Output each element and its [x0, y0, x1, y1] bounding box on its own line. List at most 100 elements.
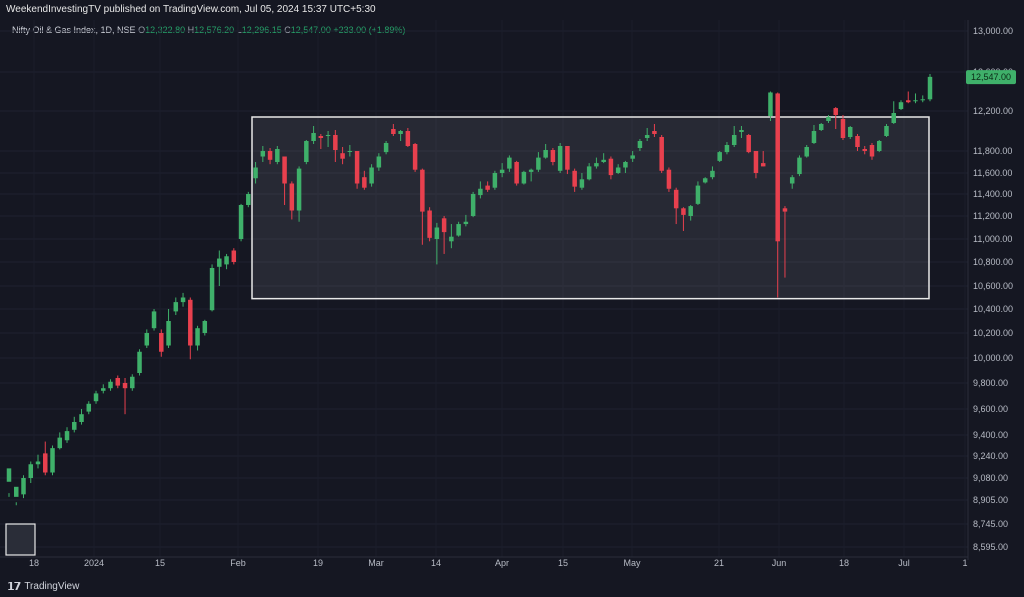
chart-extras: 12,547.00	[5, 70, 1016, 556]
x-tick-label: 2024	[84, 558, 104, 568]
candle-body	[282, 156, 287, 184]
candle	[195, 325, 200, 351]
tradingview-logo-icon: 𝟭𝟳	[7, 581, 21, 593]
candle	[753, 151, 759, 179]
candle	[260, 146, 266, 162]
candle-body	[514, 162, 519, 184]
candle-body	[28, 464, 34, 478]
candle-body	[86, 403, 92, 412]
candle-body	[797, 157, 802, 175]
candle	[666, 167, 672, 192]
candle-body	[724, 145, 730, 153]
candle	[797, 155, 802, 177]
y-tick-label: 10,400.00	[973, 304, 1013, 314]
candle	[514, 160, 519, 186]
candle	[782, 206, 788, 278]
candle	[72, 416, 77, 433]
candle	[57, 432, 63, 450]
candle	[398, 130, 403, 141]
y-tick-label: 9,600.00	[973, 404, 1008, 414]
candle	[579, 173, 585, 190]
candle-body	[789, 177, 795, 184]
candle-body	[398, 131, 403, 134]
candle	[637, 139, 643, 151]
candle	[209, 264, 215, 312]
candle	[101, 384, 106, 394]
candle-body	[594, 163, 599, 167]
candle-body	[340, 153, 345, 159]
candle-body	[804, 147, 809, 157]
candle-body	[746, 135, 751, 153]
candle	[695, 181, 701, 205]
candle-body	[753, 151, 759, 173]
candle-body	[434, 227, 440, 239]
candle-body	[550, 150, 556, 162]
candle-body	[543, 150, 548, 158]
y-tick-label: 9,800.00	[973, 378, 1008, 388]
x-tick-label: 15	[155, 558, 165, 568]
candle	[275, 146, 280, 165]
candle-body	[688, 206, 693, 216]
candle	[470, 191, 476, 218]
candle-body	[579, 179, 585, 188]
candle	[891, 101, 896, 124]
candle	[376, 153, 382, 171]
candle	[14, 486, 19, 506]
candle	[188, 297, 193, 360]
candle	[485, 181, 490, 192]
x-tick-label: 18	[29, 558, 39, 568]
candle	[507, 155, 512, 172]
candle-body	[920, 99, 925, 101]
low-value: 12,296.15	[241, 25, 282, 35]
candle-body	[702, 178, 708, 183]
y-tick-label: 11,600.00	[973, 168, 1012, 178]
candle-body	[180, 297, 186, 303]
y-tick-label: 8,745.00	[973, 519, 1008, 529]
candle-body	[217, 258, 222, 267]
candle-body	[267, 151, 273, 160]
candle	[115, 375, 121, 389]
high-label: H	[187, 25, 195, 35]
candle-body	[644, 135, 650, 138]
candle	[144, 329, 150, 348]
consolidation-box	[251, 116, 930, 300]
last-price-label: 12,547.00	[971, 72, 1011, 82]
candle-body	[122, 383, 128, 389]
candle-body	[238, 205, 244, 239]
candle-body	[840, 119, 846, 138]
candle-body	[826, 117, 831, 121]
candle-body	[362, 177, 367, 188]
candle	[93, 390, 99, 404]
candle	[760, 151, 766, 167]
candle-body	[420, 169, 425, 212]
candle	[521, 170, 527, 185]
candle-body	[608, 158, 614, 176]
candle	[746, 134, 751, 154]
candle	[340, 147, 345, 165]
symbol-label: Nifty Oil & Gas Index, 1D, NSE	[12, 25, 136, 35]
candle-body	[369, 167, 374, 184]
candle	[21, 475, 26, 499]
ohlc-legend: Nifty Oil & Gas Index, 1D, NSE O12,322.8…	[12, 25, 405, 35]
candle-body	[528, 169, 534, 172]
candle	[673, 187, 679, 225]
candle-body	[717, 152, 722, 161]
candle-body	[57, 437, 63, 449]
candle	[847, 126, 853, 139]
candle	[383, 141, 389, 155]
candle	[586, 163, 592, 181]
y-tick-label: 10,000.00	[973, 353, 1013, 363]
candle	[594, 157, 599, 169]
candle-body	[325, 135, 331, 136]
candle	[412, 143, 418, 172]
candle-body	[130, 376, 135, 389]
candle-body	[188, 299, 193, 346]
candle	[898, 100, 904, 111]
x-tick-label: Jul	[898, 558, 910, 568]
candle-body	[231, 250, 237, 262]
candle-body	[253, 167, 258, 179]
candle-body	[768, 92, 773, 116]
y-tick-label: 13,000.00	[973, 26, 1013, 36]
candle-body	[760, 163, 766, 167]
